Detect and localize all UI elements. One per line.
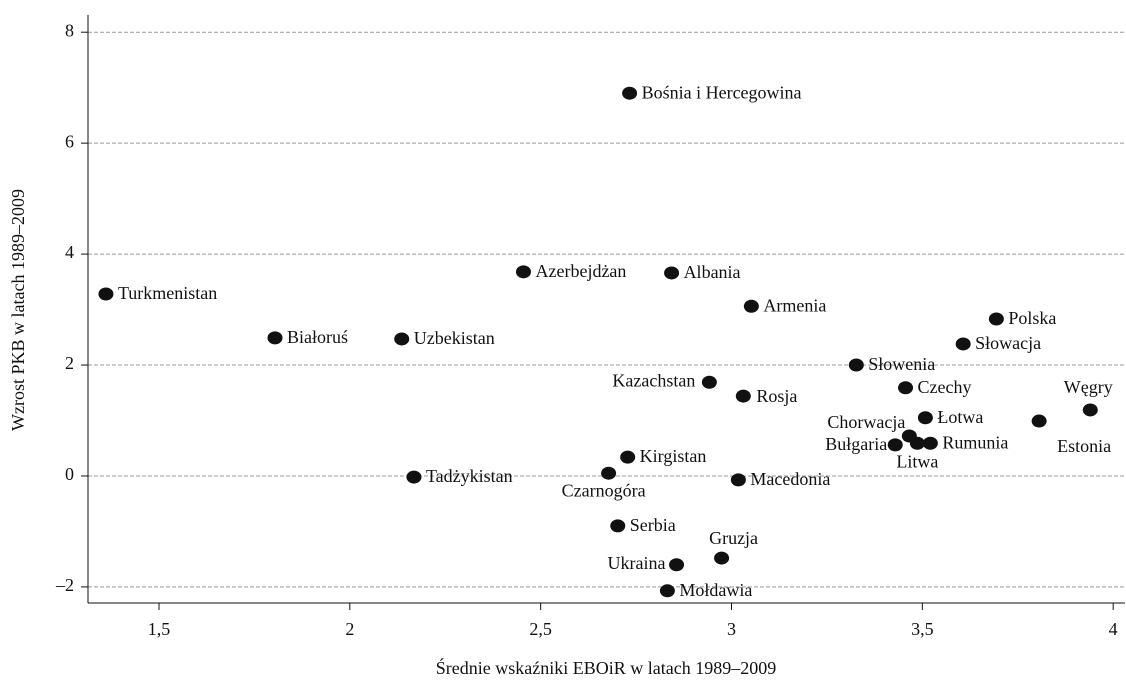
point [267,331,283,345]
point [887,438,903,452]
x-axis-title: Średnie wskaźniki EBOiR w latach 1989–20… [436,657,776,678]
x-tick-label: 2 [345,619,354,639]
point-label: Bośnia i Hercegowina [642,82,802,102]
point-label: Macedonia [750,469,830,489]
point [735,389,751,403]
point-label: Estonia [1057,436,1111,456]
point [664,266,680,280]
point [622,86,638,100]
point-label: Azerbejdżan [535,261,626,281]
point [1031,414,1047,428]
point [515,265,531,279]
point-label: Gruzja [709,528,758,548]
point-label: Serbia [630,515,676,535]
point [743,299,759,313]
point [701,375,717,389]
point-label: Słowacja [975,333,1041,353]
point [955,337,971,351]
x-tick-label: 3,5 [911,619,934,639]
y-tick-label: 8 [65,20,74,40]
point-label: Słowenia [868,354,935,374]
point [620,450,636,464]
point [669,558,685,572]
point-label: Białoruś [287,327,348,347]
point [917,411,933,425]
y-tick-label: 2 [65,353,74,373]
point [406,470,422,484]
point-label: Armenia [763,295,826,315]
point-label: Litwa [896,451,938,471]
x-tick-label: 2,5 [529,619,552,639]
point-label: Rosja [756,386,797,406]
x-tick-label: 1,5 [148,619,171,639]
point [659,584,675,598]
point-label: Mołdawia [679,580,752,600]
point-label: Kirgistan [640,446,707,466]
point [1082,403,1098,417]
point-label: Łotwa [937,407,983,427]
point-label: Uzbekistan [414,328,495,348]
point [714,551,730,565]
point-label: Polska [1008,308,1056,328]
y-tick-label: 0 [65,464,74,484]
point [98,287,114,301]
y-tick-label: 6 [65,131,74,151]
point-label: Rumunia [942,432,1008,452]
point-label: Bułgaria [825,434,887,454]
point-label: Chorwacja [827,412,905,432]
point-label: Ukraina [608,553,666,573]
y-axis-title: Wzrost PKB w latach 1989–2009 [8,189,28,431]
point-label: Albania [684,262,741,282]
point-label: Turkmenistan [118,283,217,303]
point-label: Tadżykistan [426,466,513,486]
x-tick-label: 3 [727,619,736,639]
point [610,519,626,533]
point-label: Czechy [918,377,972,397]
point-label: Czarnogóra [562,480,646,500]
point [909,436,925,450]
point [848,358,864,372]
point [394,332,410,346]
y-tick-label: 4 [65,242,74,262]
point [601,466,617,480]
point [988,312,1004,326]
point [922,436,938,450]
point [898,381,914,395]
point [730,473,746,487]
y-tick-label: –2 [55,575,74,595]
point-label: Węgry [1064,377,1113,397]
point-label: Kazachstan [612,370,695,390]
x-tick-label: 4 [1109,619,1118,639]
